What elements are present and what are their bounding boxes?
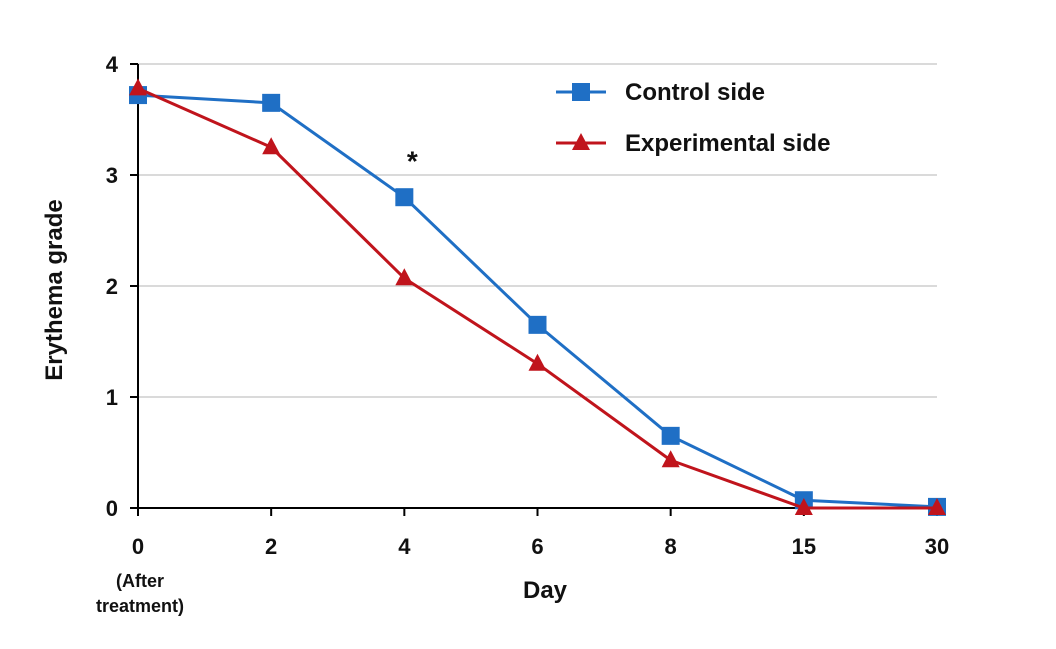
y-tick-labels: 0 1 2 3 4: [106, 52, 138, 521]
data-point: [528, 353, 547, 371]
data-point: [129, 78, 147, 96]
y-tick-label: 4: [106, 52, 119, 77]
data-point: [395, 268, 414, 286]
data-point: [262, 93, 281, 112]
x-tick-labels: 0 2 4 6 8 15 30: [132, 508, 949, 559]
legend-marker: [572, 83, 590, 101]
x-sublabel-line-1: (After: [116, 571, 164, 591]
x-tick-label: 30: [925, 534, 949, 559]
series-2: [129, 78, 946, 515]
data-point: [528, 315, 547, 334]
legend-label: Experimental side: [625, 130, 830, 157]
legend: Control side Experimental side: [556, 79, 830, 157]
annotations: *: [407, 145, 418, 176]
x-tick-label: 4: [398, 534, 411, 559]
data-point: [395, 188, 414, 207]
x-tick-label: 15: [792, 534, 816, 559]
x-sublabel-line-2: treatment): [96, 596, 184, 616]
data-point: [262, 137, 281, 155]
legend-item: Control side: [556, 79, 765, 106]
x-tick-label: 2: [265, 534, 277, 559]
y-tick-label: 2: [106, 274, 118, 299]
data-point: [661, 426, 680, 445]
series-layer: [129, 78, 946, 516]
y-axis-title: Erythema grade: [41, 199, 68, 380]
data-point: [928, 498, 946, 515]
x-axis-title: Day: [523, 577, 568, 604]
legend-marker: [572, 133, 590, 150]
legend-item: Experimental side: [556, 130, 830, 157]
x-tick-label: 6: [531, 534, 543, 559]
y-tick-label: 1: [106, 385, 118, 410]
y-tick-label: 0: [106, 496, 118, 521]
annotation-significance: *: [407, 145, 418, 176]
x-tick-label: 0: [132, 534, 144, 559]
x-tick-label: 8: [665, 534, 677, 559]
data-point: [794, 498, 813, 515]
gridlines: [138, 63, 937, 398]
data-point: [661, 450, 680, 468]
y-tick-label: 3: [106, 163, 118, 188]
legend-label: Control side: [625, 79, 765, 106]
